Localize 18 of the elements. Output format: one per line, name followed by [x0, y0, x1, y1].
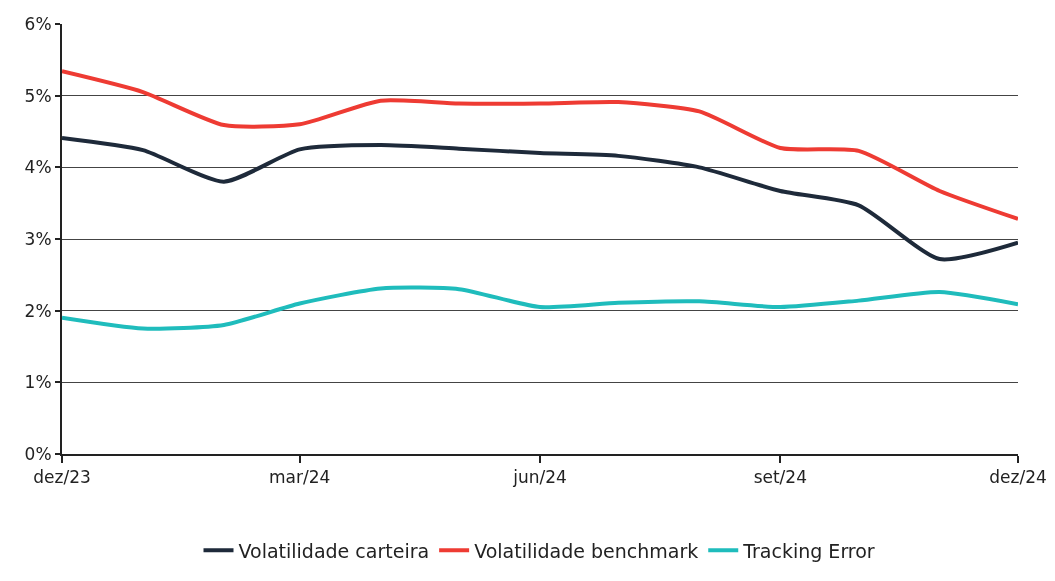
line-series [62, 69, 1018, 221]
x-tick-label: jun/24 [512, 467, 567, 488]
y-tick-label: 1% [24, 372, 52, 393]
x-tick-label: mar/24 [269, 467, 331, 488]
legend-label: Tracking Error [742, 539, 875, 562]
line-series [62, 135, 1018, 262]
y-tick-label: 5% [24, 85, 52, 106]
y-tick-label: 6% [24, 13, 52, 34]
line-series [62, 285, 1018, 331]
x-tick-label: dez/24 [989, 467, 1047, 488]
y-tick-label: 2% [24, 300, 52, 321]
y-tick-label: 0% [24, 443, 52, 464]
legend-label: Volatilidade carteira [238, 539, 430, 562]
y-tick-label: 3% [24, 228, 52, 249]
x-tick-label: dez/23 [33, 467, 91, 488]
legend-label: Volatilidade benchmark [474, 539, 699, 562]
x-tick-label: set/24 [753, 467, 807, 488]
y-tick-label: 4% [24, 157, 52, 178]
